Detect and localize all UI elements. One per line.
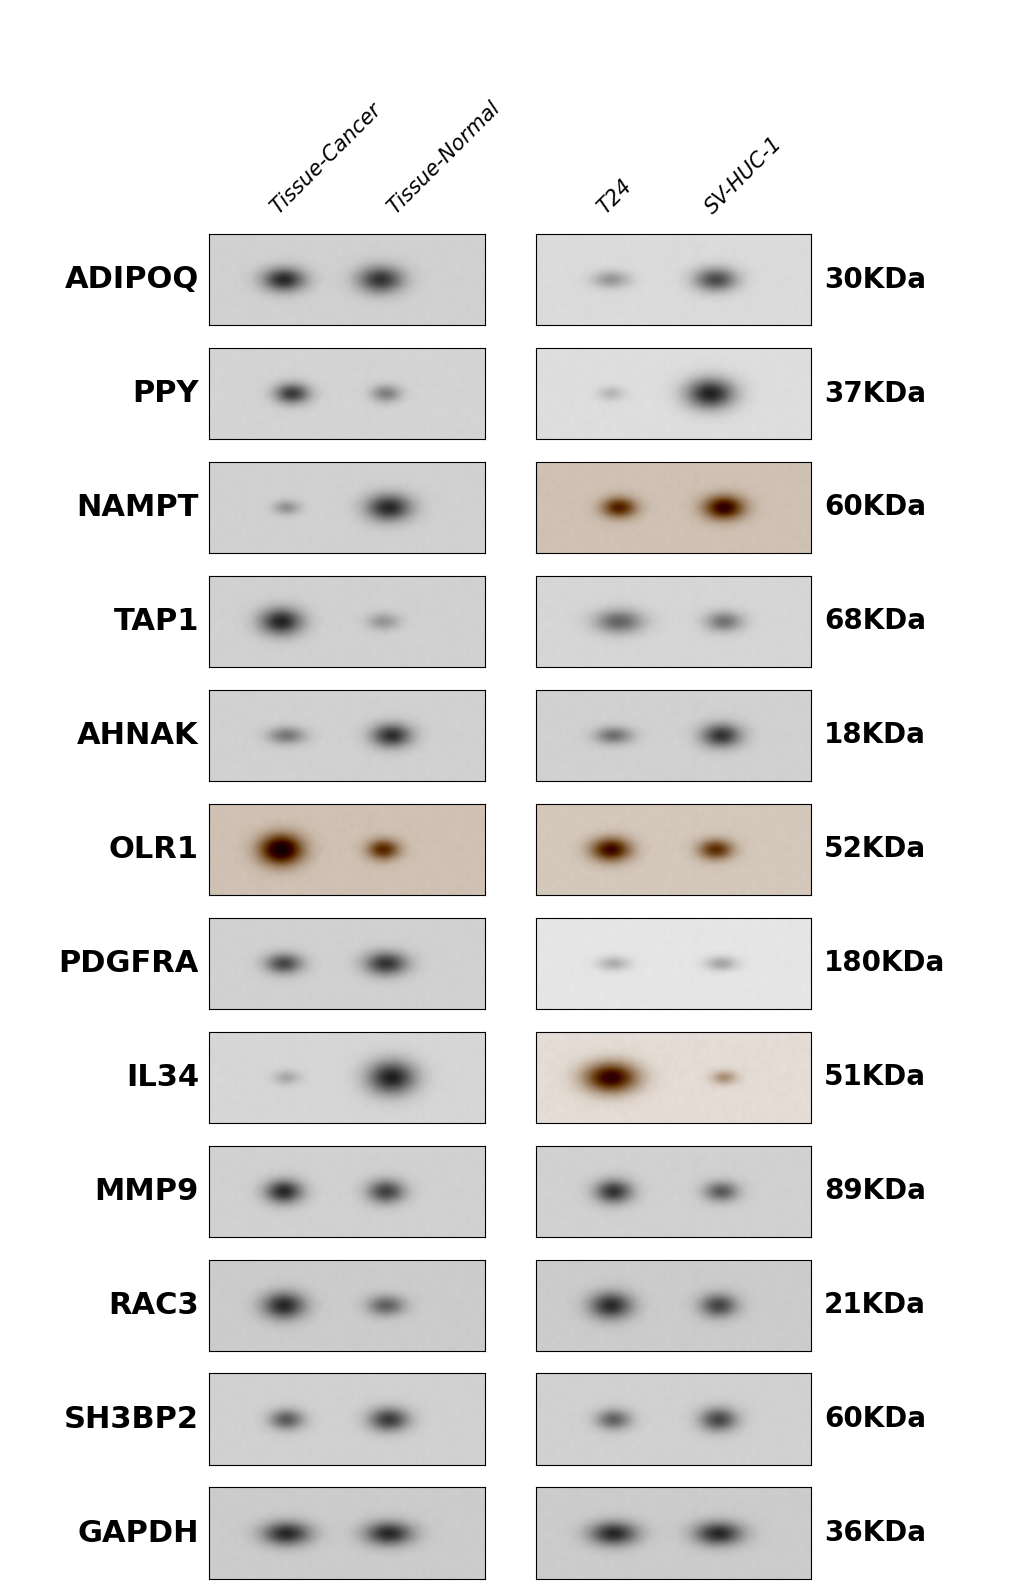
Text: 36KDa: 36KDa — [823, 1518, 925, 1547]
Text: ADIPOQ: ADIPOQ — [64, 266, 199, 294]
Text: 60KDa: 60KDa — [823, 1406, 925, 1433]
Text: Tissue-Cancer: Tissue-Cancer — [267, 100, 385, 218]
Text: 68KDa: 68KDa — [823, 607, 925, 636]
Text: Tissue-Normal: Tissue-Normal — [384, 99, 503, 218]
Text: 51KDa: 51KDa — [823, 1064, 925, 1091]
Text: 21KDa: 21KDa — [823, 1291, 925, 1320]
Text: OLR1: OLR1 — [109, 835, 199, 863]
Text: AHNAK: AHNAK — [77, 720, 199, 750]
Text: GAPDH: GAPDH — [77, 1518, 199, 1547]
Text: RAC3: RAC3 — [108, 1291, 199, 1320]
Text: NAMPT: NAMPT — [76, 493, 199, 522]
Text: PPY: PPY — [132, 378, 199, 409]
Text: IL34: IL34 — [125, 1062, 199, 1092]
Text: SH3BP2: SH3BP2 — [64, 1404, 199, 1434]
Text: 60KDa: 60KDa — [823, 493, 925, 522]
Text: 37KDa: 37KDa — [823, 380, 925, 407]
Text: 30KDa: 30KDa — [823, 266, 925, 294]
Text: MMP9: MMP9 — [95, 1177, 199, 1205]
Text: 18KDa: 18KDa — [823, 722, 925, 749]
Text: PDGFRA: PDGFRA — [58, 949, 199, 978]
Text: 89KDa: 89KDa — [823, 1177, 925, 1205]
Text: T24: T24 — [593, 176, 635, 218]
Text: TAP1: TAP1 — [113, 607, 199, 636]
Text: SV-HUC-1: SV-HUC-1 — [701, 134, 786, 218]
Text: 180KDa: 180KDa — [823, 949, 945, 978]
Text: 52KDa: 52KDa — [823, 835, 925, 863]
